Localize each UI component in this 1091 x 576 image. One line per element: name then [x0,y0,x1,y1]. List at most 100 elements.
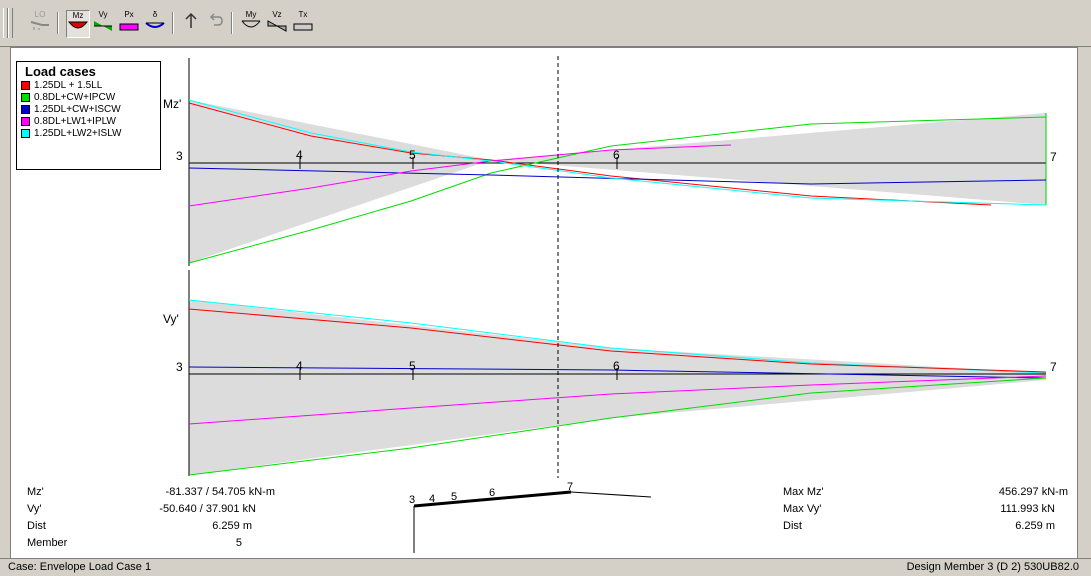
legend-item[interactable]: 0.8DL+CW+IPCW [17,91,160,103]
readout-dist-label: Dist [27,520,46,532]
readout-mz-label: Mz' [27,486,44,498]
mz-node-label: 4 [296,148,303,162]
mz-curve-blue [188,167,1047,185]
vy-curve-blue [188,366,1047,379]
toolbar-separator [57,12,59,34]
axial-px-label: Px [124,10,134,19]
mz-axis-label: Mz' [163,97,181,111]
legend-item-label: 0.8DL+LW1+IPLW [34,115,116,127]
mini-frame-rafter [570,491,652,498]
toolbar-separator [172,12,174,34]
readout-mz-value: -81.337 / 54.705 kN-m [165,486,275,498]
readout-member-value: 5 [235,537,242,549]
legend-item-label: 1.25DL + 1.5LL [34,79,103,91]
legend-item-label: 1.25DL+LW2+ISLW [34,127,122,139]
legend-swatch-cyan [21,128,30,138]
deflection-label: δ [152,10,158,19]
load-cases-legend: Load cases 1.25DL + 1.5LL 0.8DL+CW+IPCW … [16,61,161,170]
mz-envelope-fill [189,100,1046,263]
vy-axis-label: Vy' [163,312,179,326]
load-toggle-label: LO [34,10,46,19]
mz-curve-red [188,102,992,206]
torsion-icon [293,23,313,31]
legend-item[interactable]: 1.25DL + 1.5LL [17,79,160,91]
shear-diagram-icon [94,21,112,31]
torsion-tx-button[interactable]: Tx [292,10,314,36]
mz-curve-cyan [188,99,1047,206]
legend-item[interactable]: 1.25DL+CW+ISCW [17,103,160,115]
moment-diagram-icon [68,21,88,29]
mini-frame-node: 4 [429,493,435,505]
up-button[interactable] [180,10,202,36]
vy-curve-magenta [188,375,1047,425]
mz-end-node: 7 [1050,150,1057,164]
toolbar-separator [231,12,233,34]
toolbar-grip[interactable] [3,8,8,38]
moment-my-icon [241,20,261,28]
mz-node-label: 6 [613,148,620,162]
mini-frame-node: 7 [567,481,573,493]
status-bar: Case: Envelope Load Case 1 Design Member… [0,558,1091,576]
legend-item[interactable]: 1.25DL+LW2+ISLW [17,127,160,139]
mz-curve-green [188,116,1047,264]
mz-node-label: 5 [409,148,416,162]
vy-end-node: 7 [1050,360,1057,374]
legend-item-label: 0.8DL+CW+IPCW [34,91,116,103]
readout-vy-label: Vy' [27,503,42,515]
status-case-text: Case: Envelope Load Case 1 [8,561,152,573]
shear-vz-label: Vz [272,10,282,19]
readout-max-vy-label: Max Vy' [783,503,822,515]
vy-curve-red [188,308,1047,373]
legend-swatch-magenta [21,116,30,126]
shear-vy-label: Vy [98,10,108,19]
axial-diagram-icon [119,23,139,31]
deflection-icon [145,22,165,28]
legend-item-label: 1.25DL+CW+ISCW [34,103,121,115]
readout-member-label: Member [27,537,68,549]
mini-frame-member [413,490,572,508]
member-load-icon [30,21,49,30]
mini-frame-node: 6 [489,487,495,499]
readout-max-mz-value: 456.297 kN-m [998,486,1068,498]
readout-vy-value: -50.640 / 37.901 kN [159,503,256,515]
readout-max-dist-value: 6.259 m [1015,520,1055,532]
shear-vz-icon [267,20,287,32]
diagram-panel: Mz' 3 7 4 5 6 Vy' 3 7 4 5 6 3 4 5 6 7 [10,47,1078,559]
deflection-button[interactable]: δ [144,10,166,36]
mini-frame-node: 5 [451,491,457,503]
readout-max-dist-label: Dist [783,520,802,532]
vy-start-node: 3 [176,360,183,374]
shear-vy-button[interactable]: Vy [92,10,114,36]
force-diagram-svg: Mz' 3 7 4 5 6 Vy' 3 7 4 5 6 3 4 5 6 7 [163,56,1057,553]
toolbar: LO Mz Vy Px δ My Vz Tx [0,0,1091,47]
load-toggle-button[interactable]: LO [29,10,51,36]
axial-px-button[interactable]: Px [118,10,140,36]
mz-curve-magenta [188,144,732,207]
mz-start-node: 3 [176,149,183,163]
moment-my-button[interactable]: My [240,10,262,36]
vy-node-label: 4 [296,359,303,373]
vy-node-label: 6 [613,359,620,373]
readout-max-mz-label: Max Mz' [783,486,824,498]
moment-my-label: My [245,10,257,19]
shear-vz-button[interactable]: Vz [266,10,288,36]
torsion-tx-label: Tx [298,10,308,19]
undo-icon [209,13,223,26]
legend-swatch-blue [21,104,30,114]
legend-item[interactable]: 0.8DL+LW1+IPLW [17,115,160,127]
toolbar-grip-2[interactable] [8,8,13,38]
up-arrow-icon [185,12,197,28]
vy-node-label: 5 [409,359,416,373]
legend-title: Load cases [25,64,96,79]
status-design-member-text: Design Member 3 (D 2) 530UB82.0 [906,561,1079,573]
legend-swatch-green [21,92,30,102]
vy-envelope-fill [189,300,1046,475]
legend-swatch-red [21,80,30,90]
moment-mz-button[interactable]: Mz [66,10,90,38]
moment-mz-label: Mz [72,11,84,20]
vy-curve-green [188,377,1047,476]
undo-button[interactable] [204,10,226,36]
mini-frame-node: 3 [409,494,415,506]
readout-max-vy-value: 111.993 kN [1000,503,1055,515]
readout-dist-value: 6.259 m [212,520,252,532]
